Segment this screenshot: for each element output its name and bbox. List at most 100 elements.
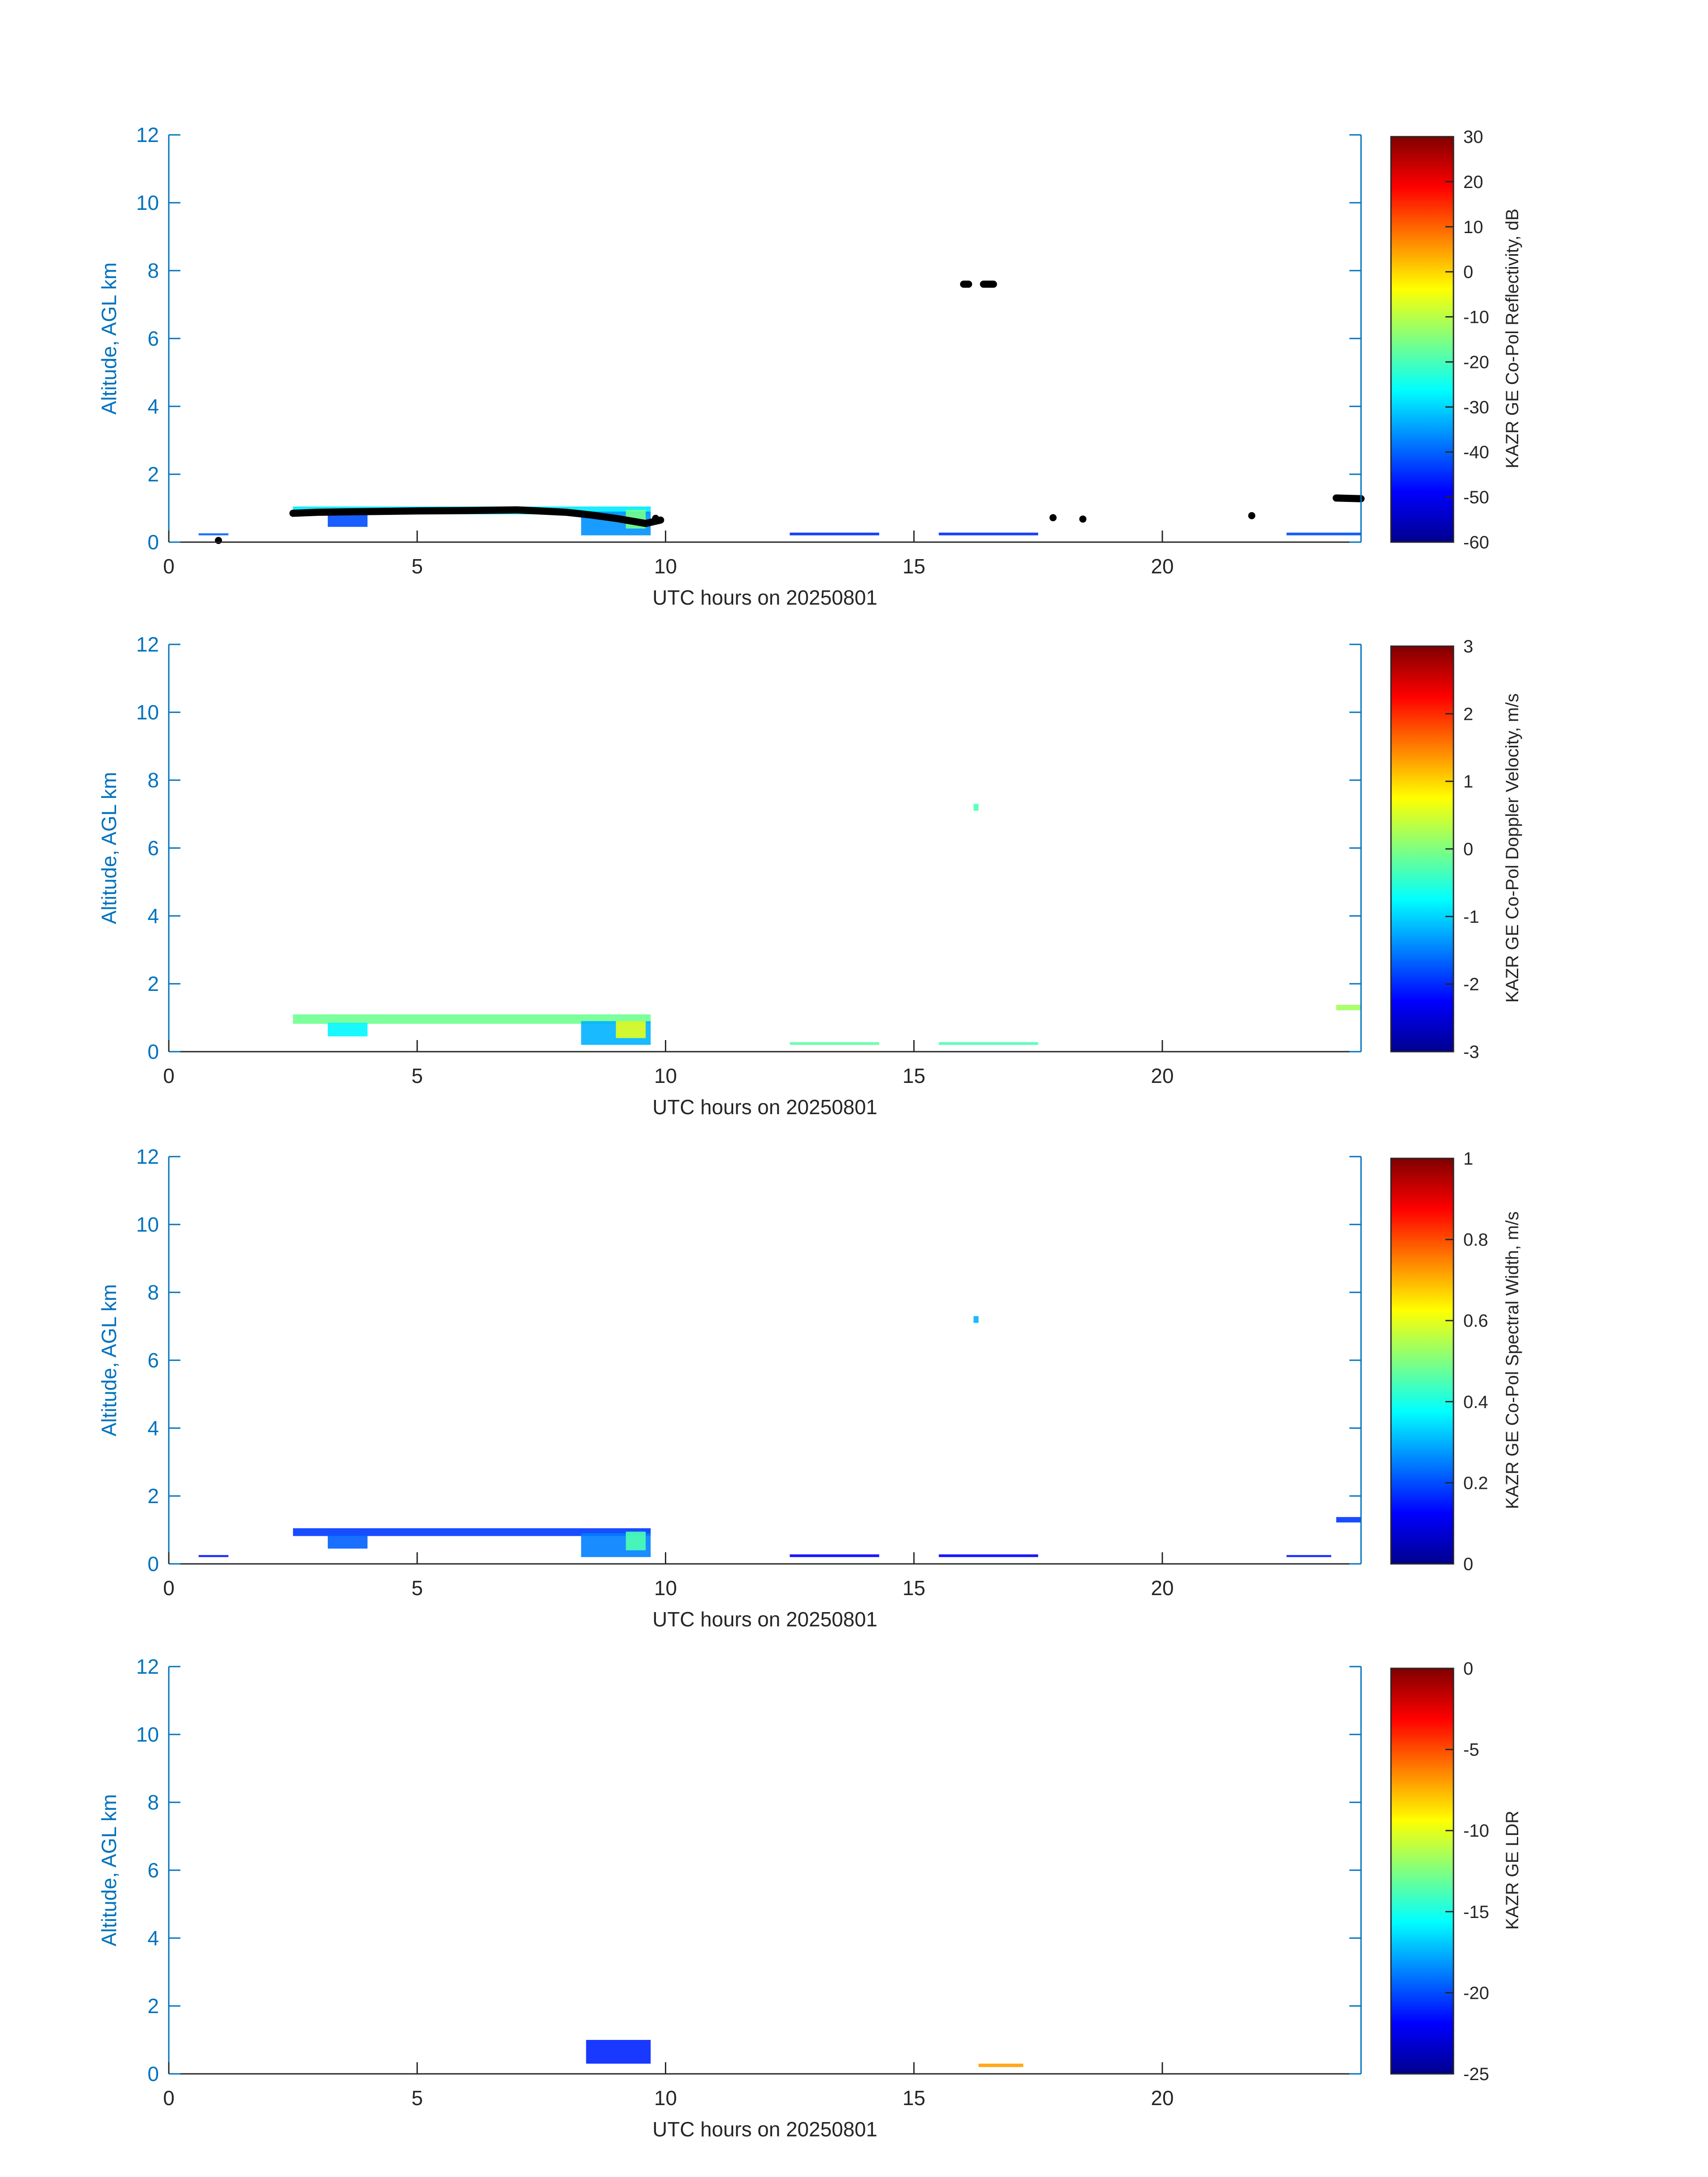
colorbar-tick-label: 0.2 bbox=[1463, 1473, 1488, 1493]
x-tick-label: 20 bbox=[1151, 2086, 1173, 2110]
colorbar-tick-label: 0.4 bbox=[1463, 1392, 1488, 1412]
y-tick-label: 0 bbox=[147, 2062, 159, 2085]
y-tick-label: 4 bbox=[147, 1417, 159, 1440]
x-tick-label: 15 bbox=[902, 1064, 925, 1087]
colorbar-scale bbox=[1390, 136, 1454, 543]
x-tick-label: 5 bbox=[411, 2086, 423, 2110]
y-tick-label: 2 bbox=[147, 463, 159, 486]
y-tick-label: 8 bbox=[147, 1281, 159, 1304]
plot-axes: 0 2 4 6 8 10 12 0 5 10 15 20 bbox=[136, 633, 1362, 1087]
colorbar-tick-label: -25 bbox=[1463, 2064, 1489, 2084]
x-tick-label: 5 bbox=[411, 1576, 423, 1600]
colorbar-label: KAZR GE LDR bbox=[1503, 1811, 1522, 1930]
x-tick-label: 10 bbox=[654, 1576, 677, 1600]
colorbar-tick-label: 30 bbox=[1463, 127, 1483, 147]
x-tick-label: 5 bbox=[411, 555, 423, 578]
colorbar-label: KAZR GE Co-Pol Doppler Velocity, m/s bbox=[1503, 694, 1522, 1003]
y-tick-label: 2 bbox=[147, 1484, 159, 1508]
plot-axes: 0 2 4 6 8 10 12 0 5 10 15 20 bbox=[136, 1145, 1362, 1600]
y-tick-label: 10 bbox=[136, 191, 159, 214]
radar-echo bbox=[1286, 532, 1361, 535]
colorbar-tick-label: -3 bbox=[1463, 1042, 1479, 1062]
radar-echo bbox=[1336, 1005, 1361, 1011]
colorbar: 0 -5 -10 -15 -20 -25 bbox=[1390, 1659, 1489, 2084]
y-tick-label: 10 bbox=[136, 701, 159, 724]
colorbar-tick-label: -1 bbox=[1463, 907, 1479, 927]
x-tick-label: 0 bbox=[163, 2086, 175, 2110]
colorbar-tick-label: 0 bbox=[1463, 263, 1473, 282]
colorbar-tick-label: -50 bbox=[1463, 488, 1489, 507]
colorbar-tick-label: -20 bbox=[1463, 352, 1489, 372]
radar-echo bbox=[789, 1554, 879, 1557]
x-tick-label: 20 bbox=[1151, 1576, 1173, 1600]
y-axis-label: Altitude, AGL km bbox=[97, 772, 121, 924]
radar-echo bbox=[293, 1528, 651, 1536]
y-axis-label: Altitude, AGL km bbox=[97, 1284, 121, 1437]
x-tick-label: 0 bbox=[163, 1064, 175, 1087]
y-tick-label: 12 bbox=[136, 1655, 159, 1678]
x-tick-label: 5 bbox=[411, 1064, 423, 1087]
y-tick-label: 4 bbox=[147, 904, 159, 928]
colorbar-tick-label: -10 bbox=[1463, 1821, 1489, 1841]
radar-echo bbox=[973, 804, 979, 811]
y-tick-label: 0 bbox=[147, 1040, 159, 1063]
colorbar-tick-label: -5 bbox=[1463, 1740, 1479, 1760]
radar-echo bbox=[586, 2040, 651, 2064]
colorbar-tick-label: 0 bbox=[1463, 1554, 1473, 1574]
x-tick-label: 15 bbox=[902, 1576, 925, 1600]
colorbar-tick-label: 10 bbox=[1463, 217, 1483, 237]
cloud-base-overlay bbox=[215, 280, 1365, 544]
colorbar-tick-label: -60 bbox=[1463, 533, 1489, 552]
cloud-base-point bbox=[652, 514, 660, 522]
y-axis-label: Altitude, AGL km bbox=[97, 1794, 121, 1947]
y-tick-label: 4 bbox=[147, 395, 159, 418]
colorbar-tick-label: -10 bbox=[1463, 308, 1489, 327]
echo-layer bbox=[586, 2040, 1023, 2067]
x-tick-label: 20 bbox=[1151, 1064, 1173, 1087]
colorbar-tick-label: 0.6 bbox=[1463, 1311, 1488, 1331]
y-tick-label: 6 bbox=[147, 1859, 159, 1882]
y-tick-label: 12 bbox=[136, 123, 159, 146]
colorbar-scale bbox=[1390, 1667, 1454, 2075]
cloud-base-point bbox=[215, 537, 222, 544]
y-tick-label: 0 bbox=[147, 1552, 159, 1575]
colorbar-label: KAZR GE Co-Pol Spectral Width, m/s bbox=[1503, 1212, 1522, 1509]
y-tick-label: 6 bbox=[147, 327, 159, 350]
y-tick-label: 12 bbox=[136, 1145, 159, 1168]
colorbar-tick-label: -40 bbox=[1463, 443, 1489, 462]
y-tick-label: 10 bbox=[136, 1213, 159, 1236]
y-tick-label: 8 bbox=[147, 1791, 159, 1814]
radar-echo bbox=[328, 1023, 367, 1036]
colorbar-tick-label: 2 bbox=[1463, 704, 1473, 724]
plot-axes: 0 2 4 6 8 10 12 0 5 10 15 20 bbox=[136, 123, 1362, 578]
x-tick-label: 0 bbox=[163, 555, 175, 578]
cloud-base-line bbox=[289, 506, 664, 527]
colorbar-tick-label: 0 bbox=[1463, 840, 1473, 859]
y-tick-label: 6 bbox=[147, 1349, 159, 1372]
x-tick-label: 15 bbox=[902, 2086, 925, 2110]
y-tick-label: 8 bbox=[147, 259, 159, 282]
colorbar-tick-label: 1 bbox=[1463, 772, 1473, 792]
radar-echo bbox=[939, 1042, 1038, 1045]
x-axis-label: UTC hours on 20250801 bbox=[652, 586, 877, 609]
radar-echo bbox=[1336, 1517, 1361, 1523]
y-axis-label: Altitude, AGL km bbox=[97, 263, 121, 415]
colorbar-tick-label: 0.8 bbox=[1463, 1230, 1488, 1250]
colorbar-tick-label: 20 bbox=[1463, 172, 1483, 192]
colorbar-scale bbox=[1390, 645, 1454, 1053]
y-tick-label: 2 bbox=[147, 1994, 159, 2018]
colorbar-tick-label: -15 bbox=[1463, 1902, 1489, 1922]
x-axis-label: UTC hours on 20250801 bbox=[652, 1608, 877, 1631]
echo-layer bbox=[198, 1316, 1361, 1557]
x-axis-label: UTC hours on 20250801 bbox=[652, 2118, 877, 2141]
x-tick-label: 10 bbox=[654, 555, 677, 578]
cloud-base-point bbox=[1079, 515, 1086, 523]
x-tick-label: 10 bbox=[654, 2086, 677, 2110]
cloud-base-point bbox=[1049, 514, 1057, 522]
colorbar: 1 0.8 0.6 0.4 0.2 0 bbox=[1390, 1149, 1488, 1574]
colorbar-tick-label: 0 bbox=[1463, 1659, 1473, 1679]
cloud-base-line bbox=[1332, 494, 1365, 502]
colorbar-scale bbox=[1390, 1157, 1454, 1565]
